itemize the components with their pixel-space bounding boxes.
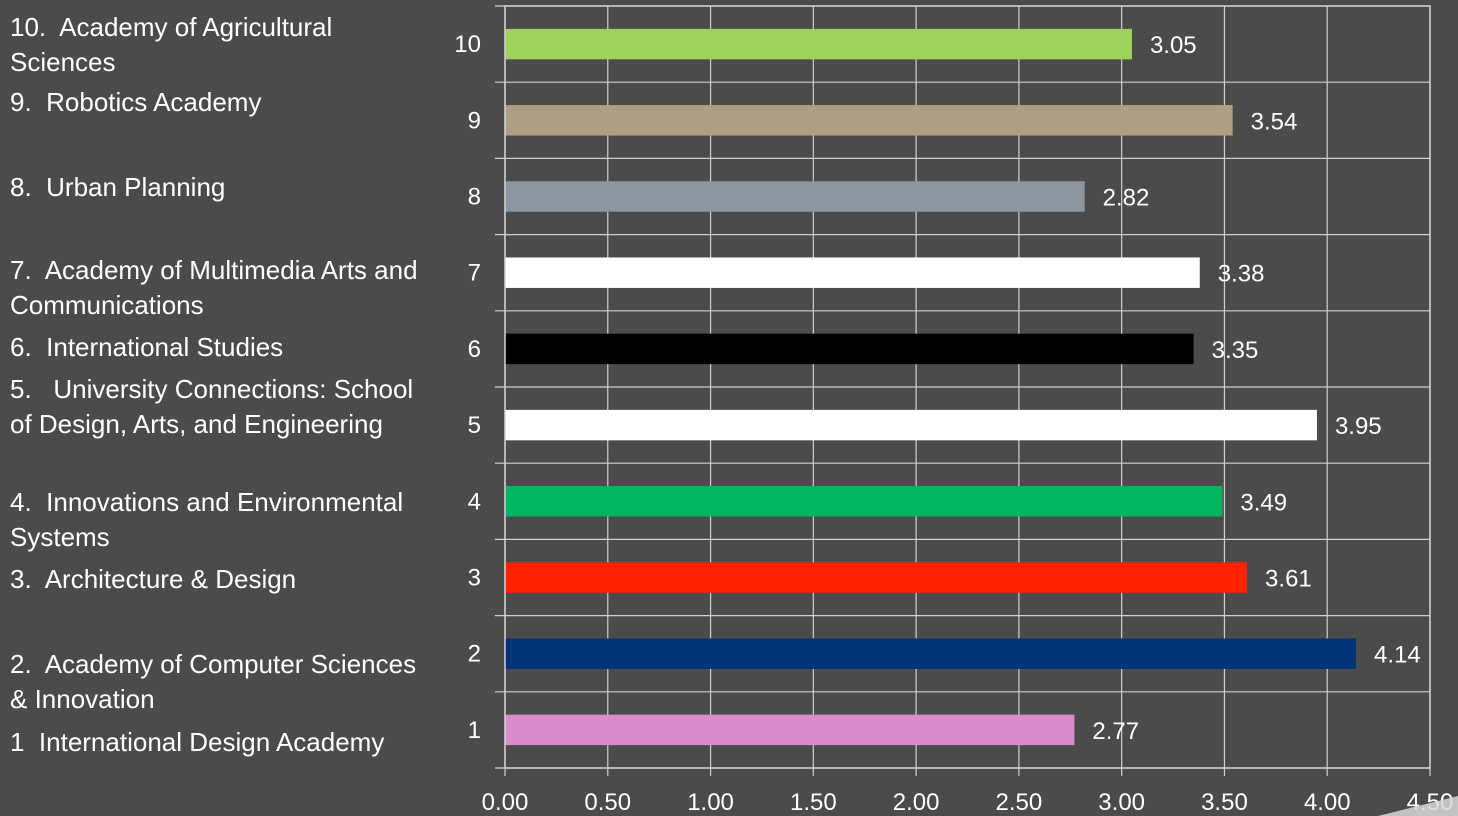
value-label-9: 3.54	[1251, 108, 1298, 135]
x-tick-label: 1.50	[790, 789, 837, 816]
value-label-3: 3.61	[1265, 566, 1312, 593]
x-tick-label: 2.00	[893, 789, 940, 816]
legend-item-10: 10. Academy of Agricultural Sciences	[10, 12, 340, 77]
category-label-6: 6	[468, 336, 481, 363]
x-tick-label: 4.00	[1304, 789, 1351, 816]
value-label-10: 3.05	[1150, 32, 1197, 59]
category-label-10: 10	[454, 31, 481, 58]
bar-5	[505, 409, 1317, 441]
value-label-6: 3.35	[1212, 337, 1259, 364]
corner-accent	[1378, 796, 1458, 816]
value-label-5: 3.95	[1335, 413, 1382, 440]
x-tick-label: 3.00	[1098, 789, 1145, 816]
bar-4	[505, 486, 1223, 517]
category-label-4: 4	[468, 488, 481, 515]
legend-item-7: 7. Academy of Multimedia Arts and Commun…	[10, 255, 425, 320]
bar-1	[505, 714, 1075, 746]
bar-7	[505, 257, 1200, 288]
x-tick-label: 2.50	[996, 789, 1043, 816]
x-tick-label: 0.00	[482, 789, 529, 816]
x-tick-label: 3.50	[1201, 789, 1248, 816]
value-label-1: 2.77	[1092, 718, 1139, 745]
bar-3	[505, 562, 1248, 593]
bar-10	[505, 28, 1132, 60]
legend-item-2: 2. Academy of Computer Sciences & Innova…	[10, 649, 424, 714]
category-legend: 10. Academy of Agricultural Sciences 9. R…	[10, 0, 450, 816]
bar-8	[505, 181, 1085, 212]
category-label-3: 3	[468, 565, 481, 592]
bar-2	[505, 638, 1356, 669]
value-label-8: 2.82	[1103, 185, 1150, 212]
bar-6	[505, 333, 1194, 365]
legend-item-5: 5. University Connections: School of Des…	[10, 374, 421, 439]
value-label-2: 4.14	[1374, 642, 1421, 669]
category-label-9: 9	[468, 107, 481, 134]
value-label-7: 3.38	[1218, 261, 1265, 288]
legend-item-3: 3. Architecture & Design	[10, 564, 297, 594]
bar-9	[505, 105, 1233, 136]
category-label-7: 7	[468, 260, 481, 287]
value-label-4: 3.49	[1240, 489, 1287, 516]
x-tick-label: 1.00	[687, 789, 734, 816]
category-label-5: 5	[468, 412, 481, 439]
legend-item-4: 4. Innovations and Environmental Systems	[10, 487, 411, 552]
legend-item-1: 1 International Design Academy	[10, 727, 385, 757]
category-label-1: 1	[468, 717, 481, 744]
plot-frame	[504, 5, 1431, 769]
x-tick-label: 0.50	[584, 789, 631, 816]
legend-item-9: 9. Robotics Academy	[10, 87, 262, 117]
category-label-2: 2	[468, 641, 481, 668]
category-label-8: 8	[468, 184, 481, 211]
legend-item-8: 8. Urban Planning	[10, 172, 226, 202]
legend-item-6: 6. International Studies	[10, 332, 284, 362]
